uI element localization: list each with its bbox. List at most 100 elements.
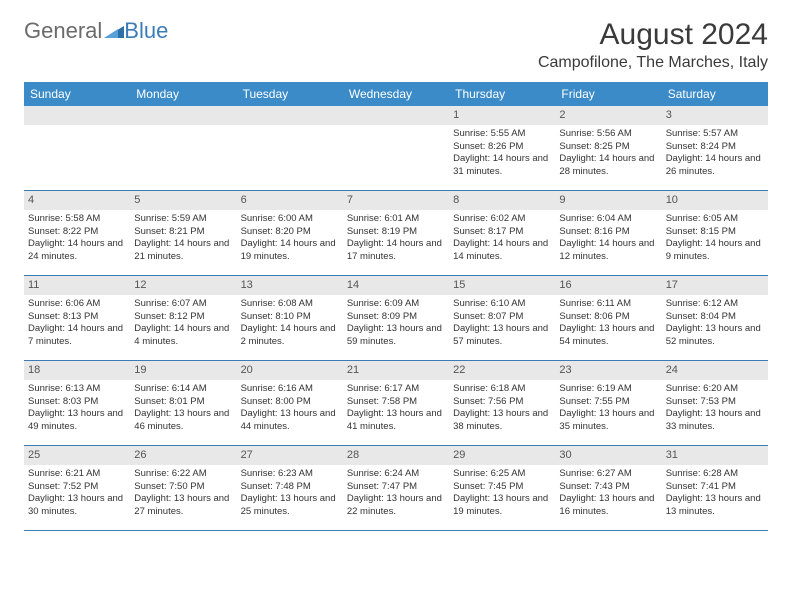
daylight-text: Daylight: 13 hours and 27 minutes. <box>134 493 232 519</box>
weekday-header: Sunday <box>24 82 130 106</box>
sunrise-text: Sunrise: 6:02 AM <box>453 213 551 226</box>
weekday-header: Thursday <box>449 82 555 106</box>
daylight-text: Daylight: 14 hours and 31 minutes. <box>453 153 551 179</box>
sunrise-text: Sunrise: 6:18 AM <box>453 383 551 396</box>
sunrise-text: Sunrise: 6:17 AM <box>347 383 445 396</box>
day-cell: 20Sunrise: 6:16 AMSunset: 8:00 PMDayligh… <box>237 361 343 445</box>
day-cell: 28 Sunrise: 6:24 AMSunset: 7:47 PMDayligh… <box>343 446 449 530</box>
daylight-text: Daylight: 13 hours and 57 minutes. <box>453 323 551 349</box>
sunset-text: Sunset: 8:19 PM <box>347 226 445 239</box>
sunrise-text: Sunrise: 5:58 AM <box>28 213 126 226</box>
sunrise-text: Sunrise: 6:11 AM <box>559 298 657 311</box>
daylight-text: Daylight: 14 hours and 26 minutes. <box>666 153 764 179</box>
day-number: 7 <box>343 191 449 210</box>
day-cell: 23Sunrise: 6:19 AMSunset: 7:55 PMDayligh… <box>555 361 661 445</box>
sunset-text: Sunset: 7:43 PM <box>559 481 657 494</box>
daylight-text: Daylight: 13 hours and 35 minutes. <box>559 408 657 434</box>
day-number: 14 <box>343 276 449 295</box>
day-cell: 19Sunrise: 6:14 AMSunset: 8:01 PMDayligh… <box>130 361 236 445</box>
sunrise-text: Sunrise: 6:24 AM <box>347 468 445 481</box>
weekday-header-row: SundayMondayTuesdayWednesdayThursdayFrid… <box>24 82 768 106</box>
sunrise-text: Sunrise: 6:14 AM <box>134 383 232 396</box>
daylight-text: Daylight: 13 hours and 16 minutes. <box>559 493 657 519</box>
sunset-text: Sunset: 7:55 PM <box>559 396 657 409</box>
daylight-text: Daylight: 13 hours and 19 minutes. <box>453 493 551 519</box>
day-number: 26 <box>130 446 236 465</box>
day-number: 3 <box>662 106 768 125</box>
sunset-text: Sunset: 7:41 PM <box>666 481 764 494</box>
month-title: August 2024 <box>538 18 768 52</box>
sunrise-text: Sunrise: 6:27 AM <box>559 468 657 481</box>
day-number <box>130 106 236 125</box>
brand-logo: General Blue <box>24 18 168 44</box>
sunset-text: Sunset: 7:53 PM <box>666 396 764 409</box>
sunset-text: Sunset: 8:00 PM <box>241 396 339 409</box>
sunrise-text: Sunrise: 6:22 AM <box>134 468 232 481</box>
day-number: 28 <box>343 446 449 465</box>
day-cell: 15Sunrise: 6:10 AMSunset: 8:07 PMDayligh… <box>449 276 555 360</box>
day-number: 30 <box>555 446 661 465</box>
day-number <box>24 106 130 125</box>
day-cell <box>237 106 343 190</box>
sunset-text: Sunset: 7:58 PM <box>347 396 445 409</box>
brand-triangle-icon <box>104 18 124 44</box>
day-cell <box>343 106 449 190</box>
day-number: 16 <box>555 276 661 295</box>
daylight-text: Daylight: 13 hours and 46 minutes. <box>134 408 232 434</box>
sunrise-text: Sunrise: 6:21 AM <box>28 468 126 481</box>
daylight-text: Daylight: 13 hours and 38 minutes. <box>453 408 551 434</box>
day-cell <box>130 106 236 190</box>
day-number: 6 <box>237 191 343 210</box>
day-cell: 10Sunrise: 6:05 AMSunset: 8:15 PMDayligh… <box>662 191 768 275</box>
day-cell: 4Sunrise: 5:58 AMSunset: 8:22 PMDaylight… <box>24 191 130 275</box>
sunset-text: Sunset: 7:50 PM <box>134 481 232 494</box>
week-row: 1Sunrise: 5:55 AMSunset: 8:26 PMDaylight… <box>24 106 768 191</box>
sunset-text: Sunset: 8:01 PM <box>134 396 232 409</box>
sunrise-text: Sunrise: 6:09 AM <box>347 298 445 311</box>
sunrise-text: Sunrise: 6:08 AM <box>241 298 339 311</box>
sunset-text: Sunset: 8:21 PM <box>134 226 232 239</box>
day-number: 12 <box>130 276 236 295</box>
day-cell: 9Sunrise: 6:04 AMSunset: 8:16 PMDaylight… <box>555 191 661 275</box>
sunrise-text: Sunrise: 6:00 AM <box>241 213 339 226</box>
daylight-text: Daylight: 14 hours and 7 minutes. <box>28 323 126 349</box>
sunset-text: Sunset: 8:13 PM <box>28 311 126 324</box>
daylight-text: Daylight: 14 hours and 24 minutes. <box>28 238 126 264</box>
day-cell: 17Sunrise: 6:12 AMSunset: 8:04 PMDayligh… <box>662 276 768 360</box>
sunset-text: Sunset: 7:52 PM <box>28 481 126 494</box>
day-cell: 22Sunrise: 6:18 AMSunset: 7:56 PMDayligh… <box>449 361 555 445</box>
day-number: 27 <box>237 446 343 465</box>
day-number: 18 <box>24 361 130 380</box>
day-number: 2 <box>555 106 661 125</box>
day-number: 23 <box>555 361 661 380</box>
day-number <box>237 106 343 125</box>
sunset-text: Sunset: 8:15 PM <box>666 226 764 239</box>
sunset-text: Sunset: 7:47 PM <box>347 481 445 494</box>
day-number <box>343 106 449 125</box>
day-cell: 12Sunrise: 6:07 AMSunset: 8:12 PMDayligh… <box>130 276 236 360</box>
day-cell: 24Sunrise: 6:20 AMSunset: 7:53 PMDayligh… <box>662 361 768 445</box>
day-number: 4 <box>24 191 130 210</box>
sunrise-text: Sunrise: 6:10 AM <box>453 298 551 311</box>
sunrise-text: Sunrise: 6:01 AM <box>347 213 445 226</box>
day-cell: 30 Sunrise: 6:27 AMSunset: 7:43 PMDayligh… <box>555 446 661 530</box>
daylight-text: Daylight: 14 hours and 12 minutes. <box>559 238 657 264</box>
week-row: 25Sunrise: 6:21 AMSunset: 7:52 PMDayligh… <box>24 446 768 531</box>
day-cell: 29Sunrise: 6:25 AMSunset: 7:45 PMDayligh… <box>449 446 555 530</box>
sunrise-text: Sunrise: 6:25 AM <box>453 468 551 481</box>
sunset-text: Sunset: 8:26 PM <box>453 141 551 154</box>
sunrise-text: Sunrise: 6:13 AM <box>28 383 126 396</box>
day-number: 8 <box>449 191 555 210</box>
sunset-text: Sunset: 8:09 PM <box>347 311 445 324</box>
day-cell: 8Sunrise: 6:02 AMSunset: 8:17 PMDaylight… <box>449 191 555 275</box>
brand-part2: Blue <box>124 18 168 44</box>
day-number: 13 <box>237 276 343 295</box>
day-cell: 1Sunrise: 5:55 AMSunset: 8:26 PMDaylight… <box>449 106 555 190</box>
daylight-text: Daylight: 13 hours and 41 minutes. <box>347 408 445 434</box>
day-number: 10 <box>662 191 768 210</box>
weeks-container: 1Sunrise: 5:55 AMSunset: 8:26 PMDaylight… <box>24 106 768 531</box>
daylight-text: Daylight: 13 hours and 22 minutes. <box>347 493 445 519</box>
sunset-text: Sunset: 8:24 PM <box>666 141 764 154</box>
day-number: 21 <box>343 361 449 380</box>
day-cell: 25Sunrise: 6:21 AMSunset: 7:52 PMDayligh… <box>24 446 130 530</box>
